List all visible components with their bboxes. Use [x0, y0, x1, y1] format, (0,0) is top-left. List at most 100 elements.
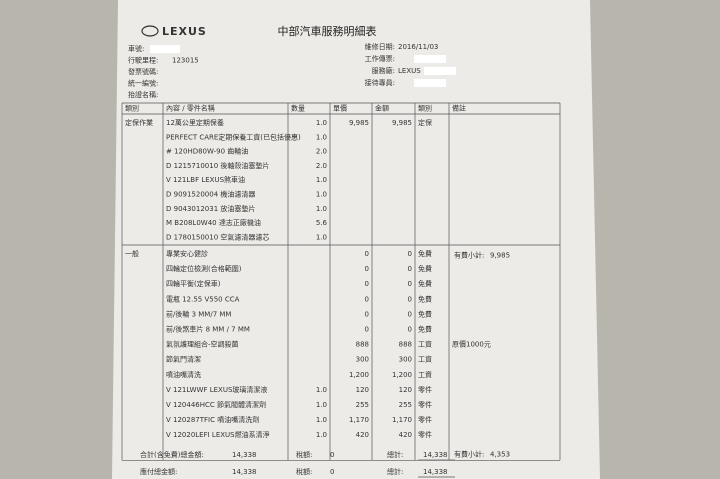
footer-label: 應付總金額: — [140, 467, 177, 476]
cell: 0 — [365, 295, 369, 303]
cell: 零件 — [418, 385, 432, 394]
redaction — [424, 67, 456, 75]
field-label: 行駛里程: — [128, 56, 158, 65]
cell: 免費 — [418, 294, 432, 303]
cell: 零件 — [418, 400, 432, 409]
footer-total-label: 總計: — [387, 450, 403, 459]
cell: 1.0 — [316, 205, 327, 213]
cell: V 121LWWF LEXUS玻璃清潔液 — [166, 385, 267, 394]
field-label: 抬證名稱: — [128, 90, 158, 99]
footer-tax: 0 — [330, 468, 334, 476]
cell: 零件 — [418, 415, 432, 424]
cell: 0 — [408, 326, 412, 334]
field-value: 2016/11/03 — [398, 43, 438, 51]
cell: 1.0 — [316, 416, 327, 424]
cell: 12萬公里定期保養 — [166, 118, 224, 127]
redaction — [150, 45, 180, 53]
cell: 0 — [365, 326, 369, 334]
cell: D 9043012031 放油塞墊片 — [166, 204, 255, 213]
footer-label: 合計(含免費)總金額: — [140, 450, 204, 459]
cell: 1.0 — [316, 386, 327, 394]
cell: 氣氛護理組合-空調殺菌 — [166, 340, 239, 349]
redaction — [414, 79, 446, 87]
field-label: 工作傳票: — [365, 54, 395, 63]
field-value: 123015 — [172, 57, 199, 65]
cell: 420 — [356, 431, 369, 439]
cell: 工資 — [418, 355, 432, 364]
cell: 1.0 — [316, 191, 327, 199]
column-header: 類別 — [125, 104, 139, 113]
cell: 9,985 — [349, 119, 369, 127]
cell: 1.0 — [316, 401, 327, 409]
cell: 定保 — [418, 118, 432, 127]
field-label: 統一編號: — [128, 79, 158, 88]
cell: 0 — [408, 265, 412, 273]
subtotal-value: 9,985 — [490, 252, 510, 260]
cell: 0 — [408, 280, 412, 288]
cell: 888 — [399, 341, 412, 349]
cell: 專業安心健診 — [166, 249, 208, 258]
cell: 888 — [356, 341, 369, 349]
cell: 0 — [408, 250, 412, 258]
cell: 1,200 — [349, 371, 369, 379]
cell: M B208L0W40 達志正廠機油 — [166, 218, 261, 227]
cell: V 120446HCC 節氣閥體清潔劑 — [166, 400, 266, 409]
column-header: 內容 / 零件名稱 — [166, 104, 215, 113]
footer-value: 14,338 — [232, 468, 257, 476]
cell: 1,170 — [349, 416, 369, 424]
cell: D 9091520004 機油濾清器 — [166, 190, 255, 199]
cell: 1.0 — [316, 176, 327, 184]
cell: 0 — [365, 280, 369, 288]
cell: 免費 — [418, 264, 432, 273]
cell: 1.0 — [316, 119, 327, 127]
footer-tax: 0 — [330, 451, 334, 459]
column-header: 類別 — [418, 104, 432, 113]
cell: 0 — [408, 310, 412, 318]
cell: V 12020LEFI LEXUS燃油系清淨 — [166, 430, 270, 439]
field-label: 維修日期: — [365, 42, 395, 51]
subtotal-label: 有費小計: — [454, 449, 484, 458]
cell: 原價1000元 — [452, 340, 491, 349]
logo-mark — [141, 25, 159, 37]
cell: 噴油嘴清洗 — [166, 370, 201, 379]
cell: 0 — [365, 310, 369, 318]
cell: 前/後輪 3 MM/7 MM — [166, 309, 231, 318]
section-category: 一般 — [125, 249, 139, 258]
logo: LEXUS — [162, 25, 207, 38]
cell: 2.0 — [316, 162, 327, 170]
cell: 420 — [399, 431, 412, 439]
cell: 前/後煞車片 8 MM / 7 MM — [166, 325, 250, 334]
cell: 2.0 — [316, 148, 327, 156]
column-header: 單價 — [333, 104, 347, 113]
paper — [112, 0, 600, 479]
field-label: 車號: — [128, 44, 144, 53]
cell: 255 — [356, 401, 369, 409]
cell: PERFECT CARE定期保養工資(已包括優惠) — [166, 132, 301, 141]
cell: 工資 — [418, 340, 432, 349]
cell: 300 — [399, 356, 412, 364]
cell: 免費 — [418, 325, 432, 334]
cell: 120 — [399, 386, 412, 394]
column-header: 備註 — [452, 104, 466, 113]
column-header: 數量 — [291, 104, 305, 113]
cell: 255 — [399, 401, 412, 409]
footer-tax-label: 稅額: — [296, 467, 312, 476]
footer-tax-label: 稅額: — [296, 450, 312, 459]
cell: 節氣門清潔 — [166, 355, 201, 364]
subtotal-value: 4,353 — [490, 450, 510, 458]
field-label: 接待專員: — [365, 78, 395, 87]
title: 中部汽車服務明細表 — [278, 24, 377, 38]
cell: D 1215710010 後軸殼油塞墊片 — [166, 161, 269, 170]
cell: 四輪平衡(定保車) — [166, 279, 221, 288]
cell: 四輪定位檢測(合格範圍) — [166, 264, 242, 273]
cell: 0 — [408, 295, 412, 303]
footer-total: 14,338 — [423, 451, 448, 459]
footer-total: 14,338 — [423, 468, 448, 476]
cell: # 120HD80W-90 齒輪油 — [166, 147, 248, 156]
cell: 1,200 — [392, 371, 412, 379]
cell: 300 — [356, 356, 369, 364]
cell: 9,985 — [392, 119, 412, 127]
cell: 免費 — [418, 309, 432, 318]
